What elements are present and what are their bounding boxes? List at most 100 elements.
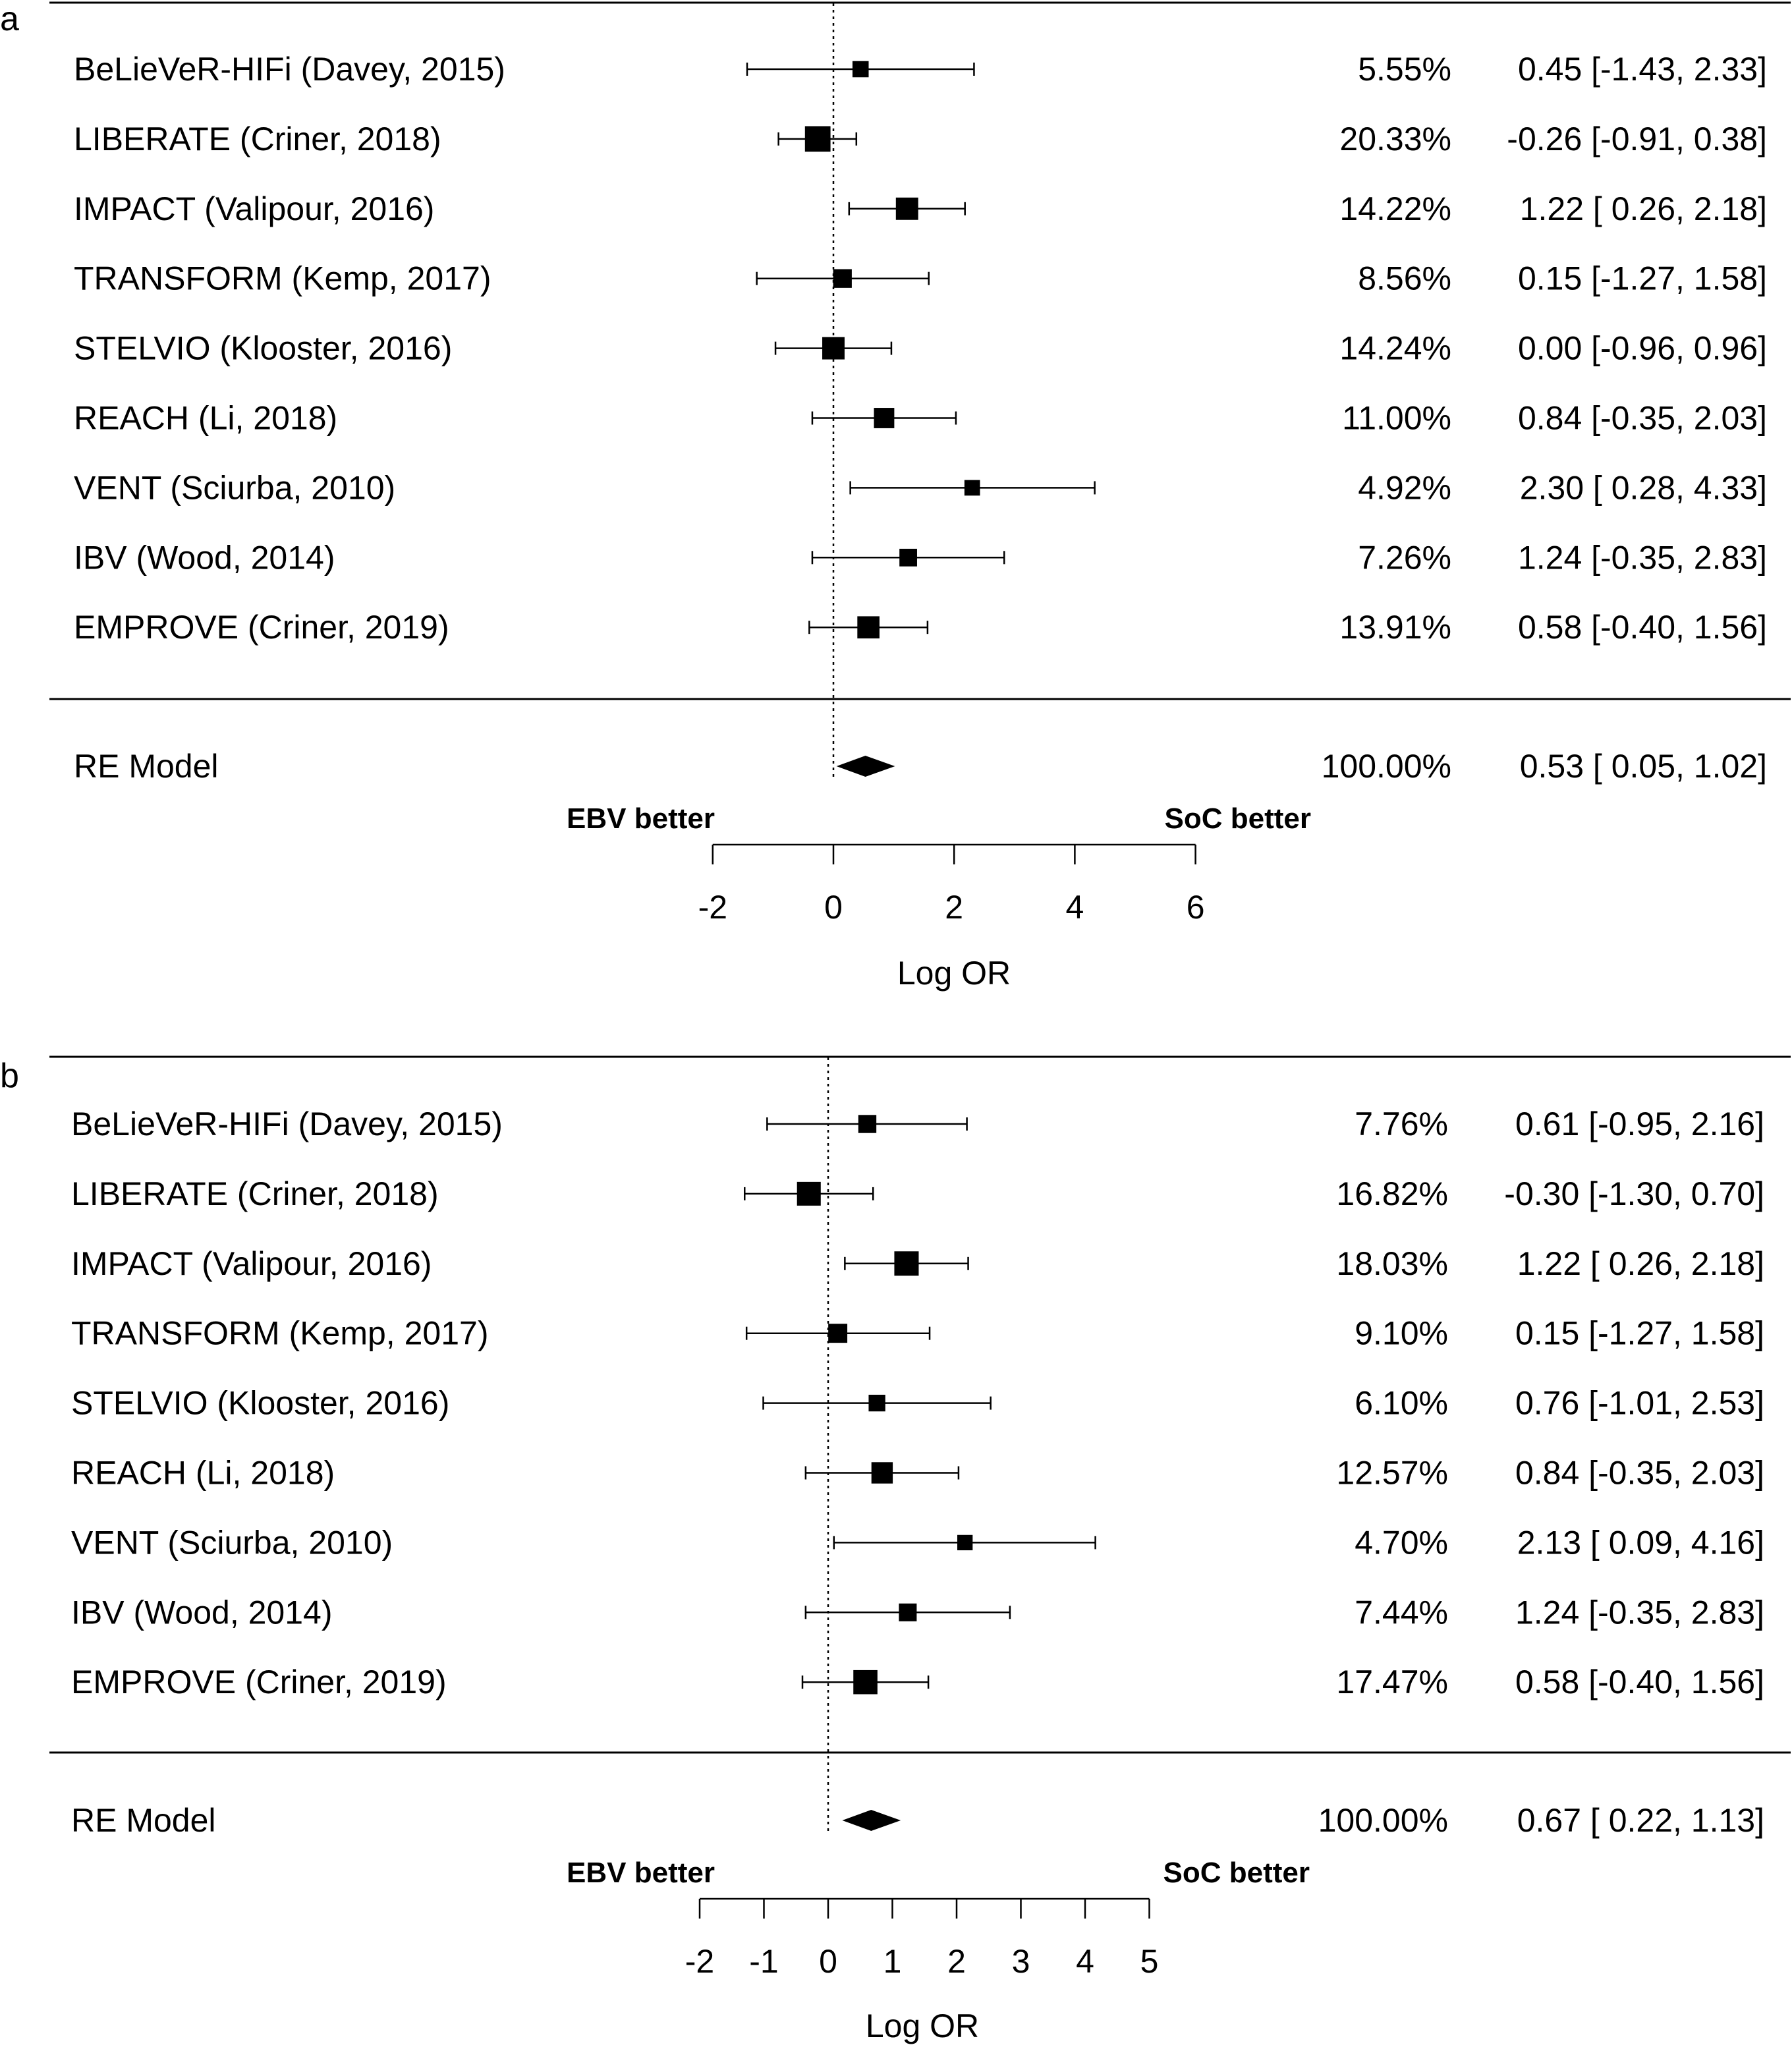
study-name: IBV (Wood, 2014)	[74, 539, 335, 576]
study-estimate-ci: 0.15 [-1.27, 1.58]	[1518, 260, 1767, 297]
summary-estimate-ci: 0.67 [ 0.22, 1.13]	[1517, 1802, 1764, 1839]
study-weight: 6.10%	[1355, 1385, 1448, 1422]
study-name: STELVIO (Klooster, 2016)	[74, 330, 452, 367]
study-estimate-ci: 2.30 [ 0.28, 4.33]	[1520, 469, 1767, 506]
point-estimate-square	[871, 1462, 893, 1484]
study-name: EMPROVE (Criner, 2019)	[71, 1664, 447, 1700]
study-row: STELVIO (Klooster, 2016) 6.10% 0.76 [-1.01…	[71, 1385, 1764, 1422]
point-estimate-square	[852, 61, 869, 78]
study-estimate-ci: 0.84 [-0.35, 2.03]	[1518, 400, 1767, 437]
x-axis: -2 -1 0 1 2 3 4 5	[685, 1897, 1159, 1980]
panel-letter: a	[0, 0, 19, 38]
x-tick-label: 5	[1140, 1943, 1159, 1980]
study-weight: 7.76%	[1355, 1106, 1448, 1142]
study-estimate-ci: 1.24 [-0.35, 2.83]	[1518, 539, 1767, 576]
x-tick-label: 3	[1012, 1943, 1030, 1980]
x-axis-title: Log OR	[897, 955, 1011, 992]
study-weight: 16.82%	[1336, 1175, 1448, 1212]
study-name: VENT (Sciurba, 2010)	[71, 1524, 393, 1561]
study-row: LIBERATE (Criner, 2018) 16.82% -0.30 [-1.3…	[71, 1175, 1764, 1212]
study-estimate-ci: 2.13 [ 0.09, 4.16]	[1517, 1524, 1764, 1561]
point-estimate-square	[894, 1251, 919, 1276]
x-axis: -2 0 2 4 6	[698, 843, 1205, 926]
study-name: IMPACT (Valipour, 2016)	[71, 1245, 432, 1282]
point-estimate-square	[868, 1394, 885, 1412]
x-tick-label: 1	[883, 1943, 902, 1980]
x-axis-title: Log OR	[866, 2007, 979, 2044]
study-weight: 12.57%	[1336, 1455, 1448, 1492]
study-row: TRANSFORM (Kemp, 2017) 9.10% 0.15 [-1.27, …	[71, 1315, 1764, 1352]
x-tick-label: -2	[685, 1943, 714, 1980]
study-estimate-ci: 1.22 [ 0.26, 2.18]	[1517, 1245, 1764, 1282]
study-estimate-ci: 1.24 [-0.35, 2.83]	[1515, 1594, 1764, 1631]
point-estimate-square	[822, 337, 845, 360]
study-name: REACH (Li, 2018)	[74, 400, 337, 437]
point-estimate-square	[804, 126, 831, 152]
study-rows: BeLieVeR-HIFi (Davey, 2015) 5.55% 0.45 [-1…	[74, 3, 1767, 785]
study-weight: 8.56%	[1358, 260, 1451, 297]
study-name: REACH (Li, 2018)	[71, 1455, 335, 1492]
point-estimate-square	[797, 1181, 821, 1206]
study-estimate-ci: -0.30 [-1.30, 0.70]	[1504, 1175, 1764, 1212]
summary-weight: 100.00%	[1318, 1802, 1448, 1839]
study-weight: 9.10%	[1355, 1315, 1448, 1352]
study-row: LIBERATE (Criner, 2018) 20.33% -0.26 [-0.9…	[74, 121, 1767, 157]
point-estimate-square	[853, 1670, 878, 1695]
point-estimate-square	[957, 1534, 973, 1551]
study-estimate-ci: 0.45 [-1.43, 2.33]	[1518, 51, 1767, 88]
point-estimate-square	[857, 616, 880, 639]
study-row: BeLieVeR-HIFi (Davey, 2015) 7.76% 0.61 [-0…	[71, 1106, 1764, 1142]
point-estimate-square	[899, 1603, 917, 1621]
ebv-better-label: EBV better	[567, 802, 715, 835]
study-weight: 14.22%	[1339, 190, 1451, 227]
soc-better-label: SoC better	[1163, 1857, 1310, 1889]
summary-row: RE Model 100.00% 0.53 [ 0.05, 1.02]	[74, 748, 1767, 785]
study-estimate-ci: 0.84 [-0.35, 2.03]	[1515, 1455, 1764, 1492]
study-row: REACH (Li, 2018) 11.00% 0.84 [-0.35, 2.03]	[74, 400, 1767, 437]
point-estimate-square	[895, 197, 918, 220]
study-estimate-ci: -0.26 [-0.91, 0.38]	[1507, 121, 1767, 157]
point-estimate-square	[899, 548, 917, 567]
study-name: TRANSFORM (Kemp, 2017)	[71, 1315, 488, 1352]
point-estimate-square	[828, 1324, 848, 1343]
study-estimate-ci: 0.61 [-0.95, 2.16]	[1515, 1106, 1764, 1142]
study-weight: 7.26%	[1358, 539, 1451, 576]
summary-diamond	[836, 756, 895, 777]
study-weight: 13.91%	[1339, 609, 1451, 646]
panel-a: a BeLieVeR-HIFi (Davey, 2015) 5.55% 0.45 […	[0, 0, 1791, 992]
point-estimate-square	[874, 408, 895, 428]
study-row: EMPROVE (Criner, 2019) 17.47% 0.58 [-0.40,…	[71, 1664, 1764, 1700]
study-row: IBV (Wood, 2014) 7.44% 1.24 [-0.35, 2.83]	[71, 1594, 1764, 1631]
x-tick-label: -2	[698, 889, 727, 926]
study-estimate-ci: 0.00 [-0.96, 0.96]	[1518, 330, 1767, 367]
x-tick-label: -1	[749, 1943, 778, 1980]
summary-row: RE Model 100.00% 0.67 [ 0.22, 1.13]	[71, 1802, 1764, 1839]
study-row: VENT (Sciurba, 2010) 4.92% 2.30 [ 0.28, 4.…	[74, 469, 1767, 506]
panel-b: b BeLieVeR-HIFi (Davey, 2015) 7.76% 0.61 […	[0, 1055, 1791, 2044]
study-weight: 14.24%	[1339, 330, 1451, 367]
x-tick-label: 4	[1065, 889, 1084, 926]
study-estimate-ci: 0.76 [-1.01, 2.53]	[1515, 1385, 1764, 1422]
study-weight: 7.44%	[1355, 1594, 1448, 1631]
study-name: IMPACT (Valipour, 2016)	[74, 190, 434, 227]
study-weight: 18.03%	[1336, 1245, 1448, 1282]
ebv-better-label: EBV better	[567, 1857, 715, 1889]
study-name: TRANSFORM (Kemp, 2017)	[74, 260, 491, 297]
summary-weight: 100.00%	[1322, 748, 1451, 785]
study-name: STELVIO (Klooster, 2016)	[71, 1385, 449, 1422]
study-row: IBV (Wood, 2014) 7.26% 1.24 [-0.35, 2.83]	[74, 539, 1767, 576]
summary-diamond	[842, 1810, 901, 1831]
study-name: BeLieVeR-HIFi (Davey, 2015)	[74, 51, 505, 88]
study-name: IBV (Wood, 2014)	[71, 1594, 333, 1631]
study-weight: 20.33%	[1339, 121, 1451, 157]
study-name: BeLieVeR-HIFi (Davey, 2015)	[71, 1106, 503, 1142]
x-tick-label: 2	[947, 1943, 966, 1980]
study-weight: 17.47%	[1336, 1664, 1448, 1700]
study-name: VENT (Sciurba, 2010)	[74, 469, 395, 506]
summary-name: RE Model	[74, 748, 219, 785]
point-estimate-square	[833, 269, 852, 288]
study-estimate-ci: 0.58 [-0.40, 1.56]	[1515, 1664, 1764, 1700]
study-row: TRANSFORM (Kemp, 2017) 8.56% 0.15 [-1.27, …	[74, 260, 1767, 297]
summary-name: RE Model	[71, 1802, 216, 1839]
